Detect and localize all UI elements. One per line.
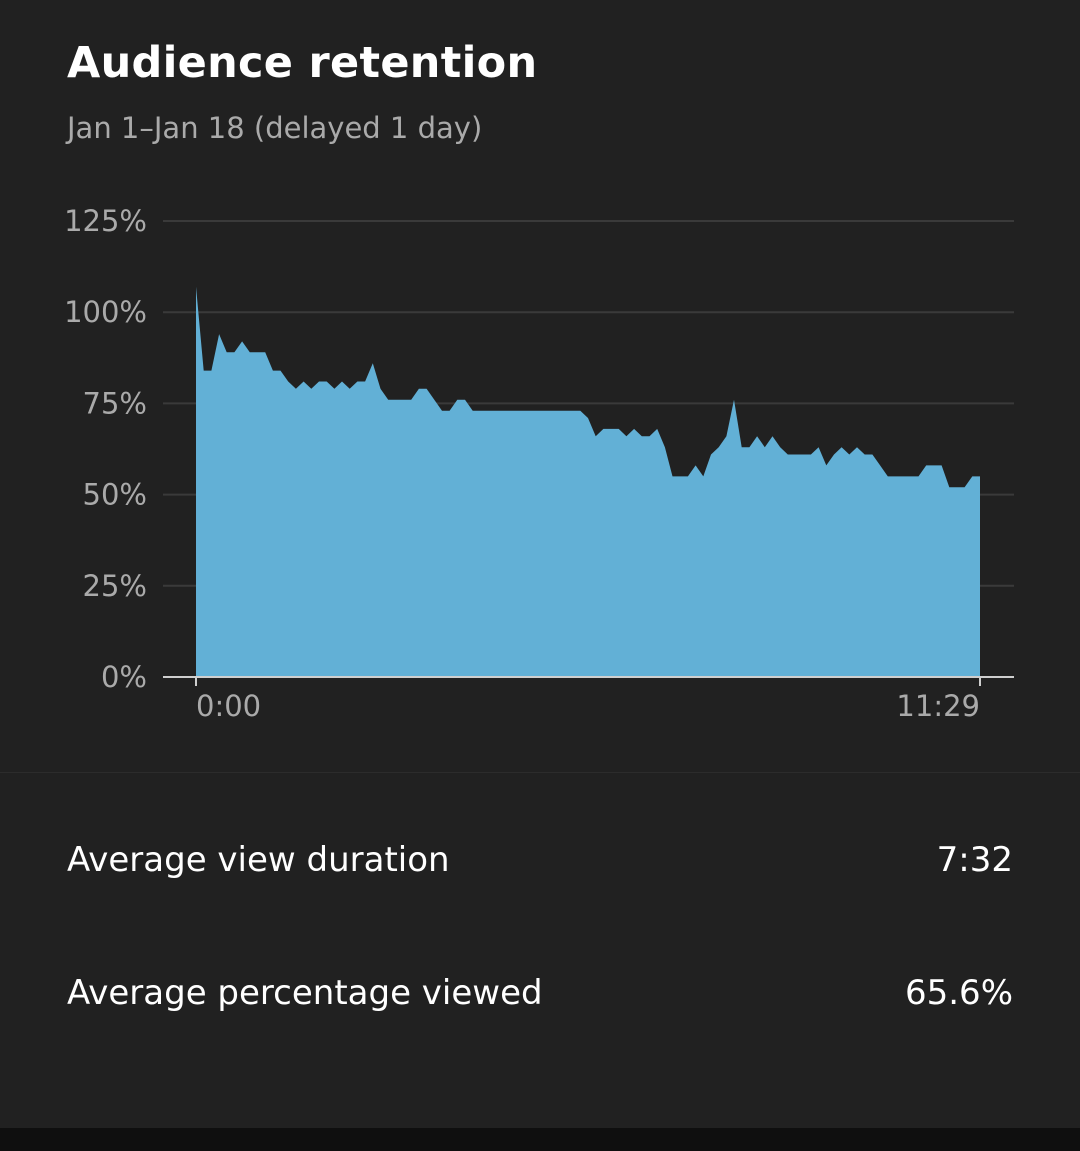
y-tick-label-100: 100% <box>64 295 147 329</box>
axis-layer: 0% 25% 50% 75% 100% 125% 0:00 11:29 <box>64 204 1014 723</box>
avg-view-duration-label: Average view duration <box>67 840 450 880</box>
section-divider <box>0 772 1080 773</box>
x-tick-label-start: 0:00 <box>196 689 261 723</box>
avg-percentage-viewed-label: Average percentage viewed <box>67 973 543 1013</box>
y-tick-label-125: 125% <box>64 204 147 238</box>
retention-area-series[interactable] <box>196 286 980 677</box>
y-tick-label-0: 0% <box>101 660 147 694</box>
date-range-subtitle: Jan 1–Jan 18 (delayed 1 day) <box>67 111 483 145</box>
x-tick-label-end: 11:29 <box>896 689 980 723</box>
retention-chart[interactable]: 0% 25% 50% 75% 100% 125% 0:00 11:29 <box>0 180 1080 740</box>
y-tick-label-25: 25% <box>83 569 147 603</box>
avg-percentage-viewed-value: 65.6% <box>904 973 1013 1013</box>
card-title: Audience retention <box>67 38 538 88</box>
bottom-navigation-edge <box>0 1128 1080 1151</box>
area-layer <box>196 286 980 677</box>
y-tick-label-50: 50% <box>83 478 147 512</box>
avg-view-duration-value: 7:32 <box>936 840 1013 880</box>
y-tick-label-75: 75% <box>83 386 147 420</box>
